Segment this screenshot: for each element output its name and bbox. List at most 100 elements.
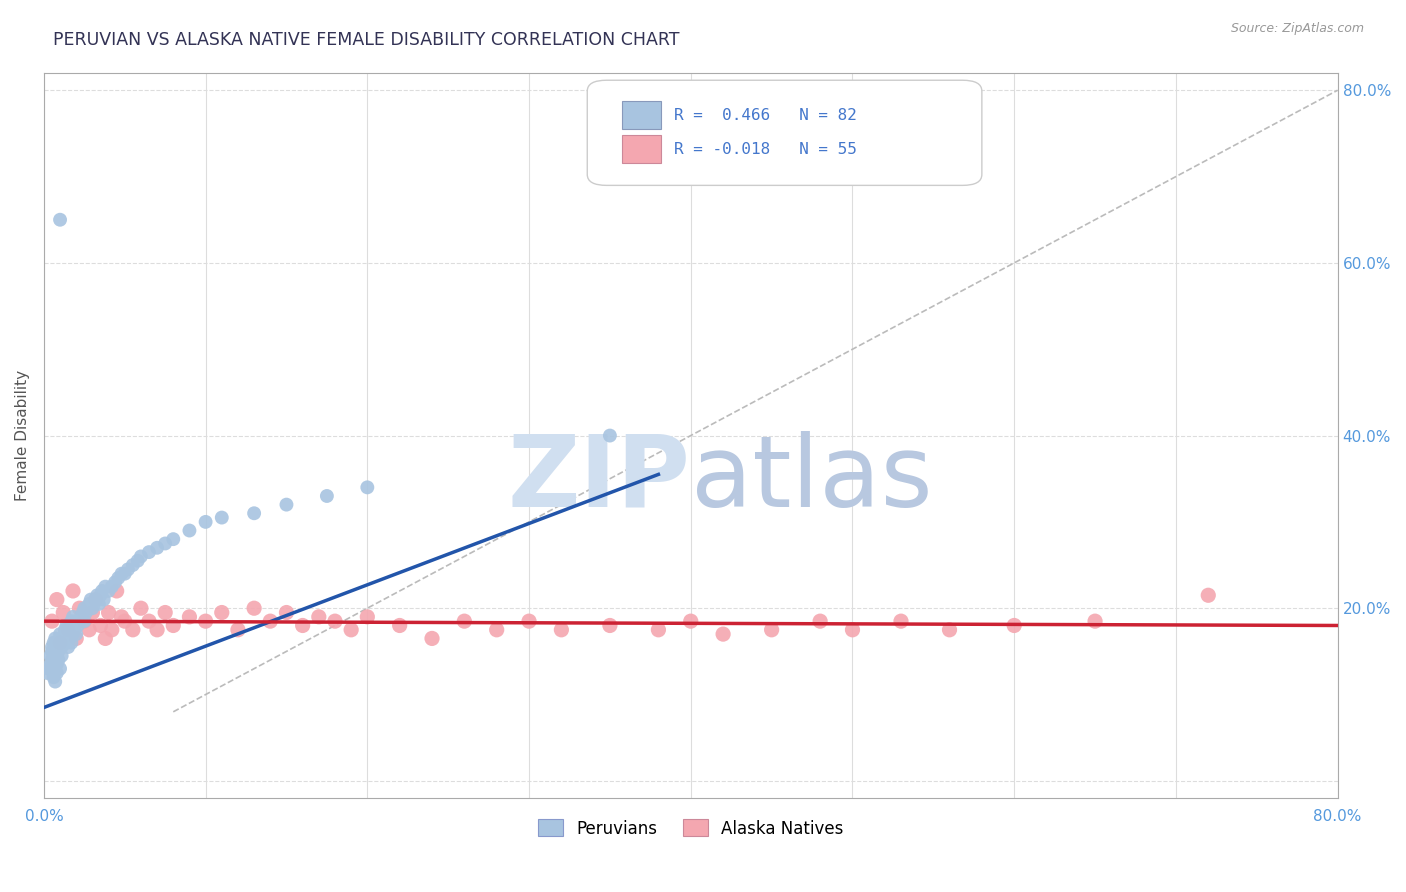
Point [308, 610, 330, 624]
Point [52, 632, 75, 646]
Point [243, 601, 266, 615]
Point [60, 614, 83, 628]
Point [84, 592, 107, 607]
Point [179, 610, 201, 624]
Point [647, 623, 669, 637]
Point [53, 627, 76, 641]
Point [41, 614, 63, 628]
Point [69, 601, 91, 615]
Point [48, 653, 70, 667]
Point [63, 618, 86, 632]
Point [276, 606, 298, 620]
Point [82, 606, 104, 620]
Point [194, 614, 217, 628]
Point [45, 657, 67, 672]
Point [153, 536, 176, 550]
Point [62, 627, 84, 641]
Point [105, 584, 128, 599]
Point [65, 632, 87, 646]
FancyBboxPatch shape [623, 102, 661, 128]
Point [323, 614, 346, 628]
Point [48, 644, 70, 658]
Text: R = -0.018   N = 55: R = -0.018 N = 55 [673, 142, 856, 157]
Point [101, 580, 124, 594]
Point [211, 606, 233, 620]
Point [69, 614, 91, 628]
Point [104, 575, 127, 590]
Text: atlas: atlas [690, 431, 932, 527]
Point [114, 614, 136, 628]
Point [129, 549, 152, 564]
Point [80, 592, 103, 607]
Point [153, 606, 176, 620]
Point [77, 597, 100, 611]
Point [93, 592, 115, 607]
Point [138, 614, 160, 628]
Point [679, 614, 702, 628]
Point [56, 632, 79, 646]
Point [340, 623, 363, 637]
Point [226, 623, 249, 637]
Point [73, 614, 96, 628]
Point [162, 532, 184, 546]
Point [276, 498, 298, 512]
Point [66, 618, 89, 632]
Text: PERUVIAN VS ALASKA NATIVE FEMALE DISABILITY CORRELATION CHART: PERUVIAN VS ALASKA NATIVE FEMALE DISABIL… [53, 31, 681, 49]
Point [41, 653, 63, 667]
Point [517, 614, 540, 628]
Point [841, 623, 863, 637]
Point [82, 601, 104, 615]
Y-axis label: Female Disability: Female Disability [15, 370, 30, 501]
Point [110, 566, 132, 581]
Point [94, 632, 117, 646]
Point [37, 665, 59, 680]
Point [55, 618, 77, 632]
Point [45, 592, 67, 607]
Point [70, 610, 93, 624]
Point [59, 632, 82, 646]
Point [599, 618, 621, 632]
Point [1084, 614, 1107, 628]
Point [60, 636, 83, 650]
Point [49, 662, 72, 676]
Point [41, 644, 63, 658]
Point [356, 480, 378, 494]
Point [73, 614, 96, 628]
FancyBboxPatch shape [588, 80, 981, 186]
Point [97, 584, 120, 599]
Point [146, 541, 169, 555]
Point [65, 614, 87, 628]
Point [121, 558, 143, 572]
Point [75, 606, 97, 620]
Point [420, 632, 443, 646]
Point [761, 623, 783, 637]
Point [129, 601, 152, 615]
Point [42, 670, 65, 684]
Point [114, 566, 136, 581]
Point [44, 632, 66, 646]
Point [52, 606, 75, 620]
Point [97, 606, 120, 620]
Point [49, 636, 72, 650]
Text: R =  0.466   N = 82: R = 0.466 N = 82 [673, 108, 856, 122]
Point [550, 623, 572, 637]
Point [49, 212, 72, 227]
Point [38, 662, 60, 676]
Point [44, 674, 66, 689]
Point [76, 601, 98, 615]
Point [938, 623, 960, 637]
Point [39, 657, 62, 672]
Point [808, 614, 831, 628]
Point [316, 489, 339, 503]
Point [51, 640, 73, 654]
Point [291, 618, 314, 632]
Point [56, 623, 79, 637]
FancyBboxPatch shape [623, 136, 661, 163]
Point [388, 618, 411, 632]
Point [56, 623, 79, 637]
Point [41, 640, 63, 654]
Point [89, 588, 111, 602]
Point [49, 636, 72, 650]
Point [194, 515, 217, 529]
Point [127, 554, 149, 568]
